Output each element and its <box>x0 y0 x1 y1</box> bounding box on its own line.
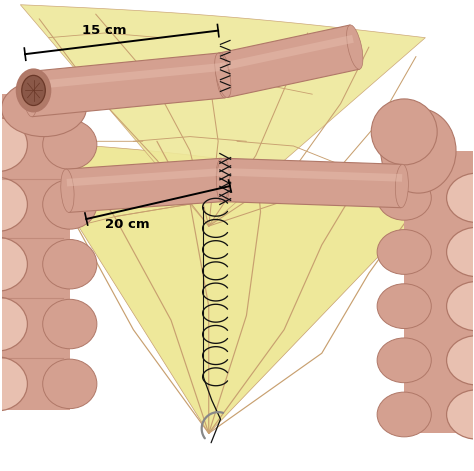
Ellipse shape <box>0 118 27 171</box>
Ellipse shape <box>377 229 431 274</box>
Ellipse shape <box>346 25 363 69</box>
Ellipse shape <box>61 169 74 212</box>
Ellipse shape <box>43 359 97 408</box>
Ellipse shape <box>377 175 431 220</box>
Ellipse shape <box>1 80 86 137</box>
Ellipse shape <box>371 99 437 165</box>
Ellipse shape <box>215 53 231 97</box>
Ellipse shape <box>447 173 474 223</box>
Polygon shape <box>25 141 435 433</box>
Polygon shape <box>67 168 223 187</box>
Ellipse shape <box>395 164 409 208</box>
Ellipse shape <box>377 338 431 382</box>
Ellipse shape <box>447 335 474 385</box>
Ellipse shape <box>43 300 97 349</box>
Ellipse shape <box>22 75 46 106</box>
Polygon shape <box>27 53 225 117</box>
Ellipse shape <box>43 239 97 289</box>
Ellipse shape <box>216 158 229 202</box>
Polygon shape <box>28 63 222 89</box>
Polygon shape <box>223 168 402 182</box>
Ellipse shape <box>377 284 431 329</box>
Text: 20 cm: 20 cm <box>105 218 150 231</box>
Ellipse shape <box>0 178 27 232</box>
Ellipse shape <box>23 72 37 117</box>
Polygon shape <box>218 25 359 97</box>
Ellipse shape <box>447 227 474 276</box>
Bar <box>0 94 70 410</box>
Ellipse shape <box>377 392 431 437</box>
Ellipse shape <box>447 390 474 439</box>
Text: 15 cm: 15 cm <box>82 24 126 37</box>
Polygon shape <box>20 5 425 226</box>
Ellipse shape <box>447 282 474 331</box>
Ellipse shape <box>43 179 97 229</box>
Ellipse shape <box>0 297 27 351</box>
Ellipse shape <box>216 53 230 98</box>
Polygon shape <box>220 35 354 71</box>
Ellipse shape <box>381 108 456 193</box>
Ellipse shape <box>0 237 27 291</box>
Ellipse shape <box>216 158 229 202</box>
Polygon shape <box>222 158 402 208</box>
Polygon shape <box>66 158 224 212</box>
Ellipse shape <box>17 69 51 112</box>
Bar <box>404 151 474 433</box>
Ellipse shape <box>43 120 97 170</box>
Ellipse shape <box>0 357 27 411</box>
